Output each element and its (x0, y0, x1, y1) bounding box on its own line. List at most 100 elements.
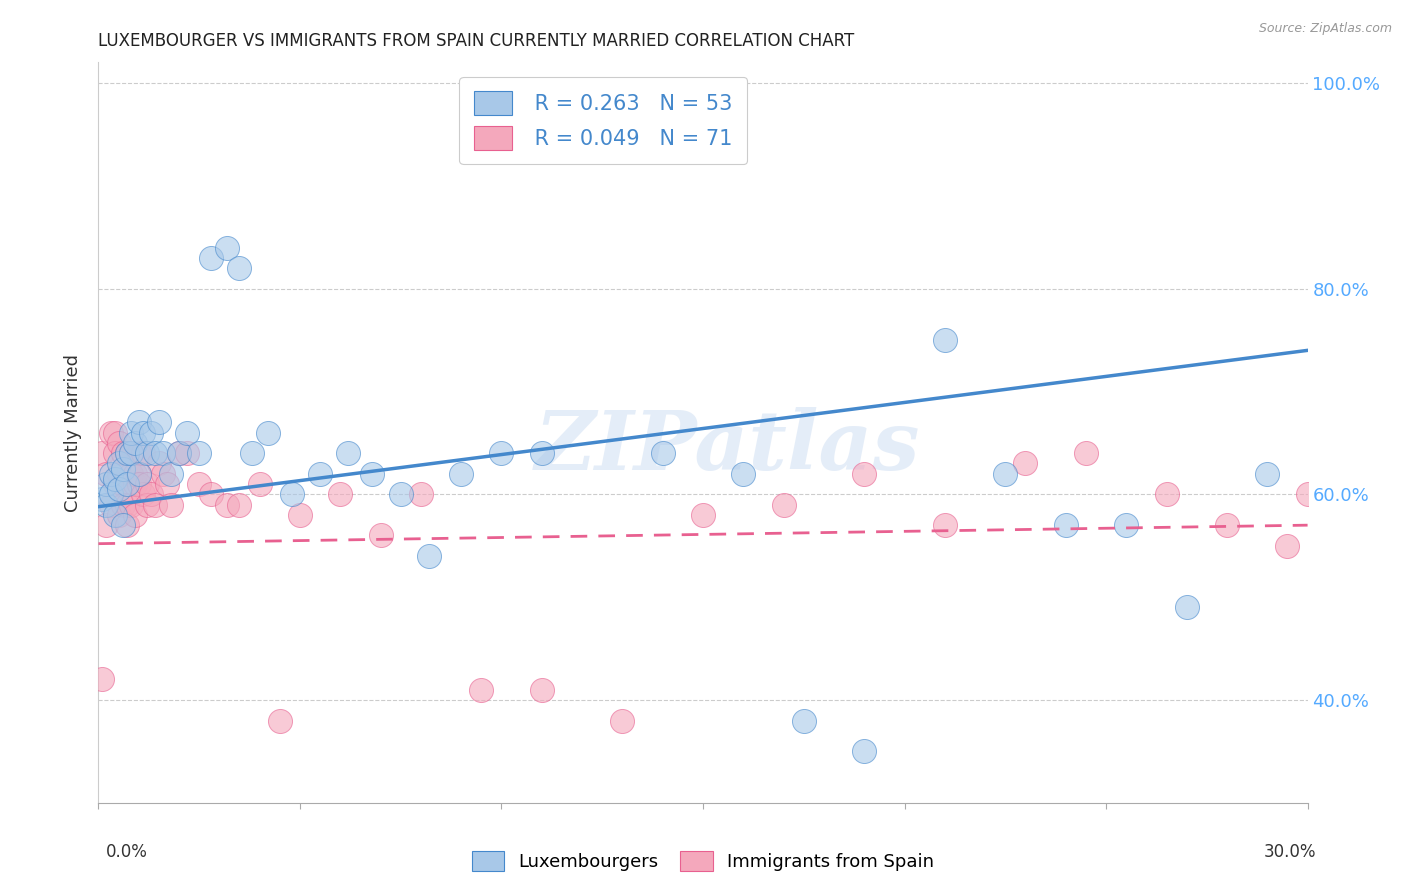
Point (135, 498, 157, 512)
Point (217, 498, 239, 512)
Text: 0.0%: 0.0% (105, 843, 148, 861)
Text: ZIPatlas: ZIPatlas (534, 408, 920, 487)
Point (249, 477, 271, 491)
Point (1115, 518, 1137, 533)
Point (111, 461, 134, 475)
Point (96, 498, 118, 512)
Point (1074, 446, 1097, 460)
Point (115, 518, 138, 533)
Point (409, 487, 432, 501)
Point (96, 477, 118, 491)
Point (994, 467, 1017, 481)
Point (111, 518, 134, 533)
Point (132, 487, 155, 501)
Point (418, 549, 440, 563)
Point (152, 467, 174, 481)
Point (240, 446, 263, 460)
Point (103, 508, 125, 522)
Point (269, 714, 291, 728)
Point (793, 714, 815, 728)
Point (139, 487, 162, 501)
Point (934, 518, 956, 533)
Point (132, 425, 155, 440)
Point (1337, 498, 1360, 512)
Point (1296, 487, 1319, 501)
Point (100, 487, 122, 501)
Point (228, 261, 250, 276)
Point (107, 457, 129, 471)
Text: LUXEMBOURGER VS IMMIGRANTS FROM SPAIN CURRENTLY MARRIED CORRELATION CHART: LUXEMBOURGER VS IMMIGRANTS FROM SPAIN CU… (98, 32, 855, 50)
Point (103, 477, 125, 491)
Point (120, 446, 142, 460)
Point (692, 508, 714, 522)
Point (111, 446, 134, 460)
Point (281, 487, 304, 501)
Point (107, 508, 129, 522)
Point (128, 467, 150, 481)
Point (188, 446, 211, 460)
Point (491, 446, 513, 460)
Point (1316, 513, 1339, 527)
Point (124, 436, 146, 450)
Point (530, 682, 553, 697)
Point (128, 467, 150, 481)
Point (167, 446, 190, 460)
Text: Source: ZipAtlas.com: Source: ZipAtlas.com (1258, 22, 1392, 36)
Point (120, 425, 142, 440)
Point (176, 446, 198, 460)
Point (530, 446, 553, 460)
Point (450, 467, 472, 481)
Point (111, 498, 134, 512)
Legend:  R = 0.263   N = 53,  R = 0.049   N = 71: R = 0.263 N = 53, R = 0.049 N = 71 (460, 77, 747, 164)
Point (128, 477, 150, 491)
Point (1175, 600, 1198, 615)
Point (115, 446, 138, 460)
Y-axis label: Currently Married: Currently Married (65, 353, 83, 512)
Point (139, 425, 162, 440)
Point (120, 446, 142, 460)
Point (128, 415, 150, 429)
Point (288, 508, 311, 522)
Point (389, 487, 412, 501)
Point (591, 137, 613, 152)
Point (115, 477, 138, 491)
Point (1256, 467, 1278, 481)
Point (200, 487, 222, 501)
Point (96, 518, 118, 533)
Point (103, 446, 125, 460)
Point (124, 508, 146, 522)
Point (470, 682, 492, 697)
Point (370, 528, 392, 542)
Point (124, 467, 146, 481)
Point (733, 467, 755, 481)
Point (1216, 518, 1239, 533)
Point (120, 467, 142, 481)
Point (772, 498, 794, 512)
Point (167, 446, 190, 460)
Point (107, 436, 129, 450)
Point (128, 446, 150, 460)
Point (309, 467, 332, 481)
Point (120, 498, 142, 512)
Point (1376, 508, 1399, 522)
Point (143, 498, 166, 512)
Point (337, 446, 360, 460)
Point (96, 467, 118, 481)
Point (152, 446, 174, 460)
Point (612, 714, 634, 728)
Point (256, 425, 278, 440)
Point (107, 467, 129, 481)
Point (111, 477, 134, 491)
Point (853, 744, 876, 758)
Point (200, 251, 222, 265)
Point (160, 498, 183, 512)
Point (188, 477, 211, 491)
Point (160, 467, 183, 481)
Point (176, 425, 198, 440)
Point (651, 446, 673, 460)
Point (115, 477, 138, 491)
Point (135, 477, 157, 491)
Point (135, 446, 157, 460)
Point (103, 472, 125, 486)
Point (1277, 539, 1299, 553)
